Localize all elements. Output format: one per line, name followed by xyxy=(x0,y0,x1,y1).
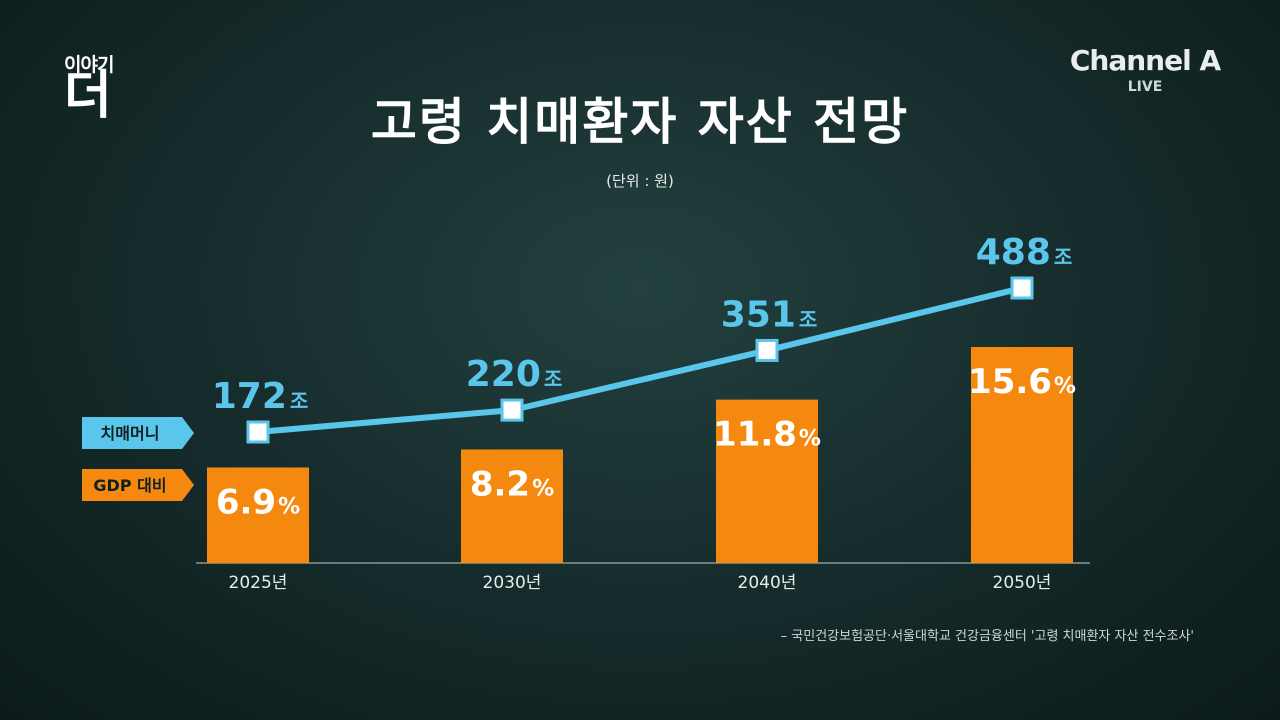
x-tick-label-3: 2040년 xyxy=(738,573,797,593)
bar-label-3: 11.8% xyxy=(713,415,821,455)
line-label-2: 220 조 xyxy=(466,354,563,395)
chart-title: 고령 치매환자 자산 전망 xyxy=(370,93,910,151)
legend-gdp-ratio-tag xyxy=(82,469,194,501)
source-note: – 국민건강보험공단·서울대학교 건강금융센터 '고령 치매환자 자산 전수조사… xyxy=(780,629,1194,644)
line-point-1 xyxy=(246,420,270,444)
x-tick-label-2: 2030년 xyxy=(483,573,542,593)
line-label-4: 488 조 xyxy=(976,232,1073,273)
bar-label-4: 15.6% xyxy=(968,362,1076,402)
bar-3 xyxy=(716,399,818,563)
series-line-dementia-money xyxy=(257,285,1023,435)
bar-label-1: 6.9% xyxy=(216,482,300,522)
line-point-2 xyxy=(500,398,524,422)
legend-gdp-ratio-label: GDP 대비 xyxy=(93,476,166,495)
x-tick-label-1: 2025년 xyxy=(229,573,288,593)
program-logo-big: 더 xyxy=(64,66,112,126)
line-point-4 xyxy=(1010,276,1034,300)
legend-dementia-money-tag xyxy=(82,417,194,449)
bar-label-2: 8.2% xyxy=(470,464,554,504)
bar-2 xyxy=(461,449,563,563)
bar-1 xyxy=(207,467,309,563)
live-badge: LIVE xyxy=(1127,79,1163,95)
legend-dementia-money-label: 치매머니 xyxy=(101,424,160,443)
unit-note: (단위 : 원) xyxy=(606,172,674,190)
line-point-3 xyxy=(755,338,779,362)
program-logo-top: 이야기 xyxy=(64,54,114,76)
program-logo: 이야기 더 xyxy=(62,50,128,130)
bar-4 xyxy=(971,347,1073,563)
line-label-3: 351 조 xyxy=(721,294,818,335)
line-label-1: 172 조 xyxy=(212,376,309,417)
channel-logo: Channel A LIVE xyxy=(1060,44,1230,95)
channel-logo-name: Channel A xyxy=(1069,44,1221,77)
x-tick-label-4: 2050년 xyxy=(993,573,1052,593)
